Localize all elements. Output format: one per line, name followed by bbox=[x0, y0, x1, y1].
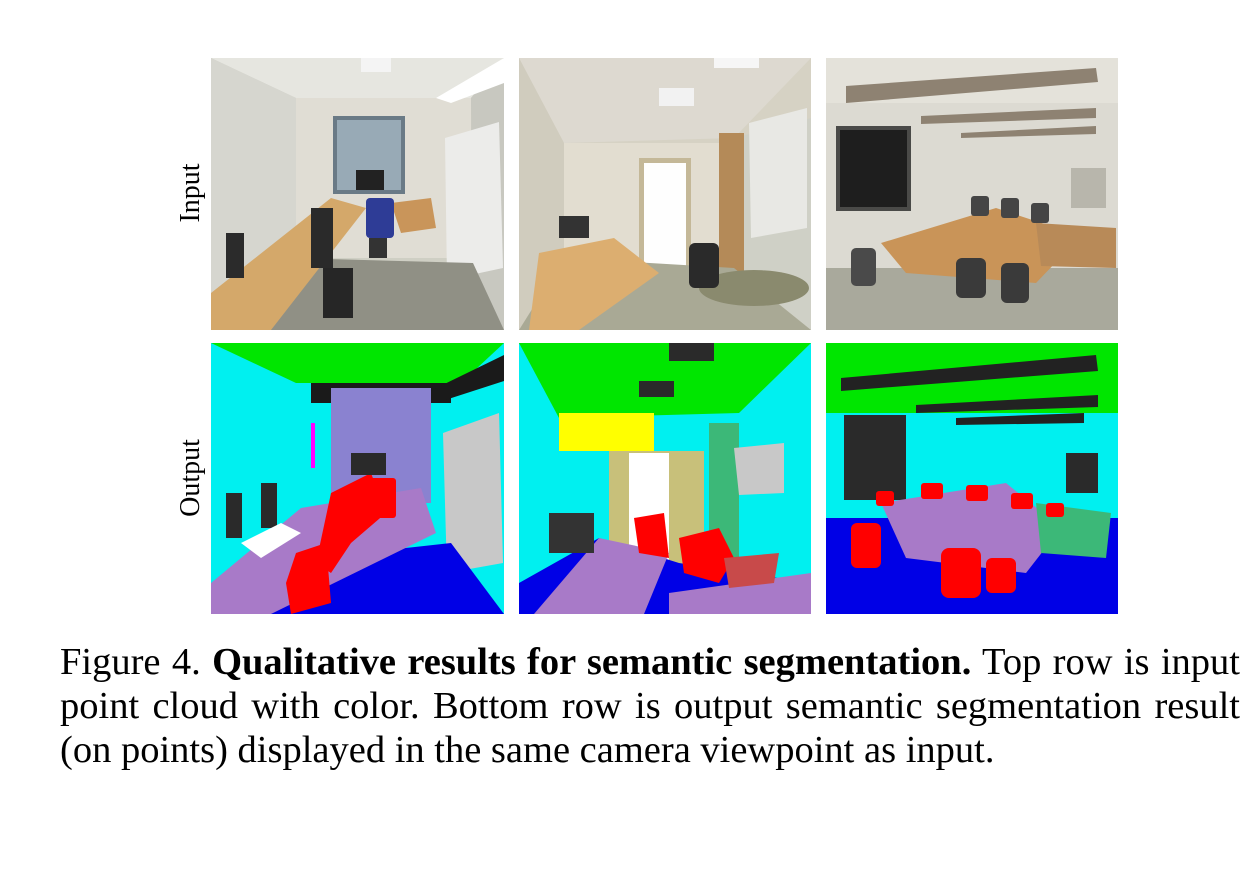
hallway-input-image bbox=[519, 58, 811, 330]
hallway-output-image bbox=[519, 343, 811, 614]
caption-body: Top row is input point cloud with color.… bbox=[60, 641, 1240, 771]
conference-input-image bbox=[826, 58, 1118, 330]
figure-caption: Figure 4. Qualitative results for semant… bbox=[60, 640, 1240, 772]
caption-title: Qualitative results for semantic segment… bbox=[212, 641, 972, 683]
office-input-image bbox=[211, 58, 504, 330]
output-row-label: Output bbox=[175, 439, 206, 517]
input-row-label: Input bbox=[175, 163, 206, 223]
caption-prefix: Figure 4. bbox=[60, 641, 201, 683]
conference-output-image bbox=[826, 343, 1118, 614]
office-output-image bbox=[211, 343, 504, 614]
